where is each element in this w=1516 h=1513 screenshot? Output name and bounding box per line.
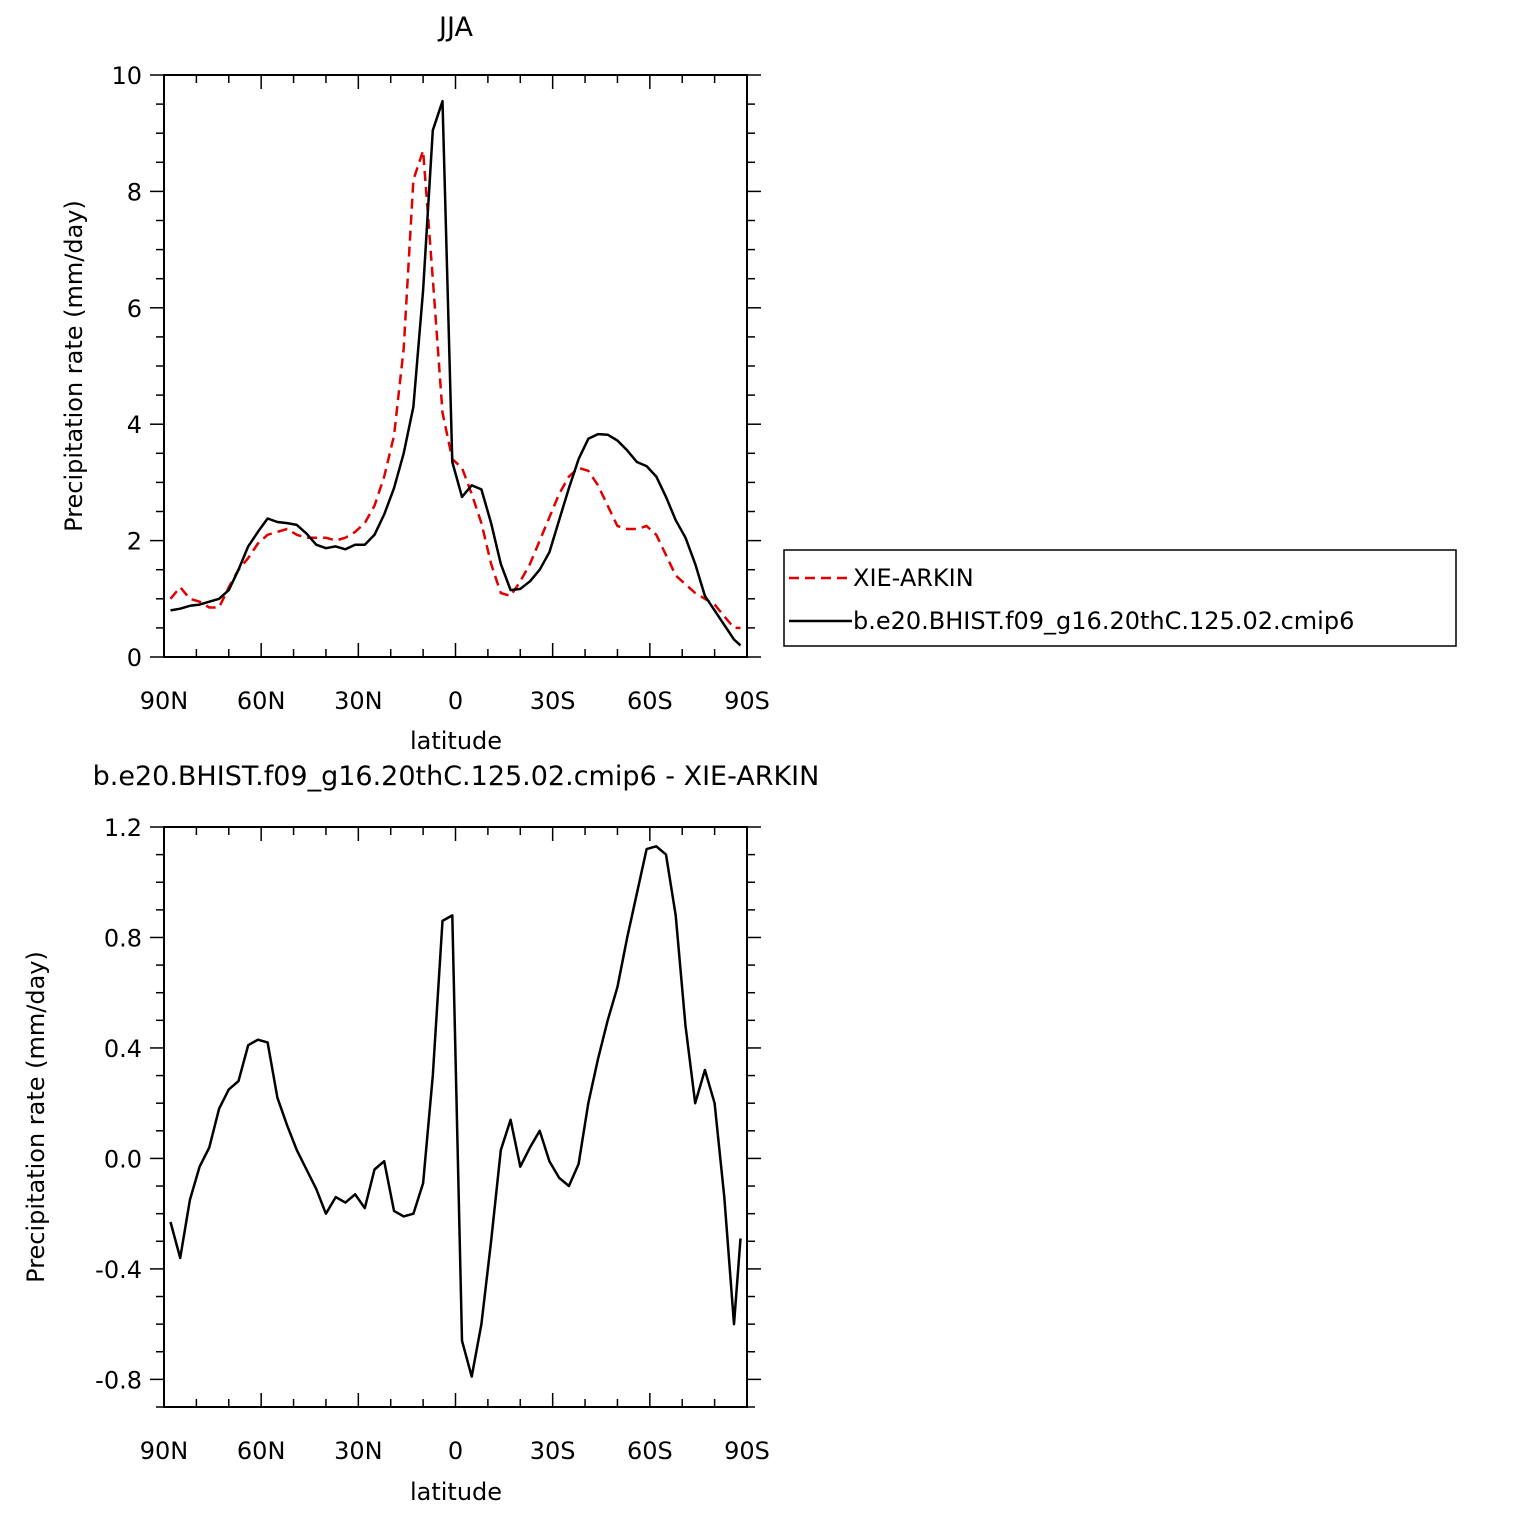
bottom-plot-frame: [163, 826, 748, 1408]
bottom-x-axis-label: latitude: [410, 1478, 502, 1506]
y-tick-label: 4: [127, 411, 142, 439]
top-chart-title: JJA: [437, 12, 473, 43]
top-y-axis-label: Precipitation rate (mm/day): [60, 200, 88, 532]
y-tick-label: 8: [127, 178, 142, 206]
bottom-axis-ticks: 90N 60N 30N 0 30S 60S 90S -0.8 -0.4 0.0 0.4 0.8 1.2: [95, 814, 770, 1465]
legend-label-xie-arkin: XIE-ARKIN: [853, 564, 974, 592]
x-tick-label: 60N: [237, 687, 286, 715]
y-tick-label: 10: [111, 62, 142, 90]
y-tick-label: 2: [127, 528, 142, 556]
x-tick-label: 30N: [334, 687, 383, 715]
x-tick-label: 90S: [724, 1437, 770, 1465]
x-tick-label: 0: [448, 1437, 463, 1465]
top-axis-ticks: 90N 60N 30N 0 30S 60S 90S 0 2 4 6 8 10: [111, 62, 769, 715]
legend-label-model: b.e20.BHIST.f09_g16.20thC.125.02.cmip6: [853, 607, 1354, 635]
y-tick-label: 0.8: [104, 924, 142, 952]
bottom-y-axis-label: Precipitation rate (mm/day): [22, 951, 50, 1283]
series-line-0-0: [169, 149, 741, 630]
top-x-axis-label: latitude: [410, 727, 502, 755]
y-tick-label: 0.4: [104, 1035, 142, 1063]
x-tick-label: 90N: [140, 1437, 189, 1465]
x-tick-label: 90S: [724, 687, 770, 715]
x-tick-label: 60S: [627, 1437, 673, 1465]
y-tick-label: -0.4: [95, 1256, 142, 1284]
y-tick-label: 1.2: [104, 814, 142, 842]
y-tick-label: 0.0: [104, 1145, 142, 1173]
x-tick-label: 30N: [334, 1437, 383, 1465]
y-tick-label: 0: [127, 644, 142, 672]
y-tick-label: -0.8: [95, 1366, 142, 1394]
x-tick-label: 60S: [627, 687, 673, 715]
series-line-1-0: [169, 845, 742, 1378]
top-plot-frame: [163, 74, 748, 658]
x-tick-label: 30S: [530, 687, 576, 715]
y-tick-label: 6: [127, 295, 142, 323]
legend-box: [783, 549, 1457, 647]
top-series-layer: [169, 99, 742, 647]
bottom-chart-title: b.e20.BHIST.f09_g16.20thC.125.02.cmip6 -…: [93, 761, 820, 792]
legend: XIE-ARKIN b.e20.BHIST.f09_g16.20thC.125.…: [783, 549, 1457, 647]
series-line-0-1: [170, 99, 742, 647]
x-tick-label: 90N: [140, 687, 189, 715]
x-tick-label: 60N: [237, 1437, 286, 1465]
x-tick-label: 0: [448, 687, 463, 715]
bottom-panel: b.e20.BHIST.f09_g16.20thC.125.02.cmip6 -…: [22, 761, 819, 1506]
x-tick-label: 30S: [530, 1437, 576, 1465]
bottom-series-layer: [169, 845, 742, 1378]
